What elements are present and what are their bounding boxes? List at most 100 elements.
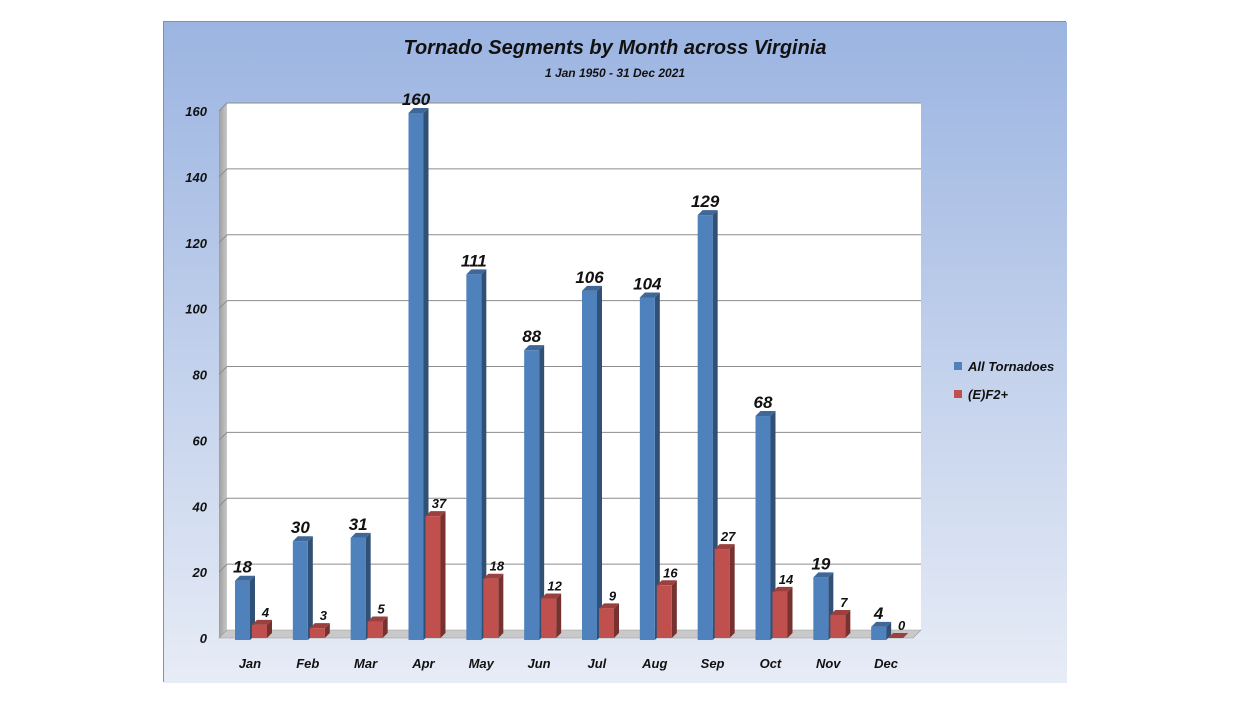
gridline-side xyxy=(218,102,228,112)
data-label: 18 xyxy=(233,558,252,577)
x-tick-label: Sep xyxy=(701,656,725,671)
bar-top xyxy=(235,575,255,581)
bar-top xyxy=(252,619,272,625)
chart: Tornado Segments by Month across Virgini… xyxy=(164,22,1067,683)
bar-side xyxy=(597,285,602,640)
data-label: 4 xyxy=(873,604,884,623)
x-tick-label: Apr xyxy=(411,656,435,671)
x-tick-label: Dec xyxy=(874,656,899,671)
bar-side xyxy=(614,603,619,638)
data-label: 68 xyxy=(754,393,773,412)
bar-side xyxy=(481,269,487,640)
data-label: 7 xyxy=(840,595,848,610)
legend-swatch xyxy=(954,390,962,398)
data-label: 37 xyxy=(432,496,447,511)
bar xyxy=(466,274,482,640)
bar xyxy=(697,215,713,640)
bar-top xyxy=(772,586,793,592)
bar xyxy=(639,297,655,640)
bar xyxy=(772,591,788,638)
gridline-side xyxy=(218,234,228,244)
bar-top xyxy=(309,623,330,629)
bar-top xyxy=(599,603,619,609)
bar-side xyxy=(365,532,371,640)
bar xyxy=(309,628,325,638)
legend: All Tornadoes (E)F2+ xyxy=(954,359,1054,402)
data-label: 27 xyxy=(720,529,736,544)
bar-top xyxy=(524,345,545,351)
bar-side xyxy=(845,609,851,638)
bar xyxy=(813,577,829,640)
gridline-side xyxy=(218,366,228,375)
data-label: 9 xyxy=(609,588,617,603)
bar-top xyxy=(483,573,504,579)
bar-top xyxy=(639,292,660,298)
data-label: 3 xyxy=(320,608,328,623)
chart-frame: Tornado Segments by Month across Virgini… xyxy=(163,21,1067,683)
data-label: 160 xyxy=(402,90,431,109)
data-label: 104 xyxy=(633,274,662,293)
bar-top xyxy=(656,580,677,586)
bar-side xyxy=(729,544,735,638)
bar-side xyxy=(539,345,545,640)
gridline-side xyxy=(218,432,228,441)
bar-top xyxy=(813,572,834,578)
bar xyxy=(830,614,846,638)
bar-side xyxy=(324,623,330,638)
data-label: 30 xyxy=(291,518,310,537)
data-label: 14 xyxy=(779,572,794,587)
x-tick-label: Jul xyxy=(588,656,607,671)
plot-area: 020406080100120140160184Jan303Feb315Mar1… xyxy=(185,90,922,671)
bar xyxy=(425,516,441,638)
bar-side xyxy=(498,573,504,638)
bar-side xyxy=(770,411,776,640)
bar-top xyxy=(582,285,602,291)
bar xyxy=(483,578,499,638)
bar-top xyxy=(466,269,487,275)
bar xyxy=(541,598,557,638)
bar xyxy=(350,537,366,640)
bar-side xyxy=(382,616,388,638)
y-tick-label: 100 xyxy=(185,302,207,317)
bar-side xyxy=(307,536,313,640)
bar-side xyxy=(267,619,272,638)
bar xyxy=(714,549,730,638)
bar-top xyxy=(292,536,313,542)
bar-top xyxy=(697,210,718,216)
bar xyxy=(582,290,597,640)
data-label: 129 xyxy=(691,192,720,211)
bar-top xyxy=(871,621,892,627)
legend-swatch xyxy=(954,362,962,370)
x-tick-label: Jun xyxy=(528,656,551,671)
floor xyxy=(218,629,922,639)
bar xyxy=(599,608,614,638)
data-label: 12 xyxy=(547,578,562,593)
bar-top xyxy=(755,411,776,417)
gridline-side xyxy=(218,300,228,309)
bar-side xyxy=(423,108,429,640)
bar xyxy=(755,416,771,640)
y-tick-label: 120 xyxy=(185,236,207,251)
data-label: 111 xyxy=(461,251,487,270)
y-tick-label: 160 xyxy=(185,104,207,119)
data-label: 88 xyxy=(522,327,541,346)
data-label: 106 xyxy=(575,268,604,287)
data-label: 4 xyxy=(261,605,270,620)
bar xyxy=(235,580,250,640)
data-label: 16 xyxy=(663,565,678,580)
data-label: 0 xyxy=(898,618,906,633)
bar xyxy=(292,541,308,640)
x-tick-label: Aug xyxy=(641,656,667,671)
gridline-side xyxy=(218,168,228,178)
bar xyxy=(367,621,383,638)
bar-top xyxy=(425,511,446,517)
legend-label: All Tornadoes xyxy=(967,359,1054,374)
bar-top xyxy=(541,593,562,599)
y-tick-label: 40 xyxy=(192,499,208,514)
bar-top xyxy=(830,609,851,615)
y-tick-label: 140 xyxy=(185,170,207,185)
bar-top xyxy=(408,108,429,113)
bar xyxy=(252,624,267,638)
x-tick-label: Mar xyxy=(354,656,378,671)
data-label: 19 xyxy=(811,554,830,573)
